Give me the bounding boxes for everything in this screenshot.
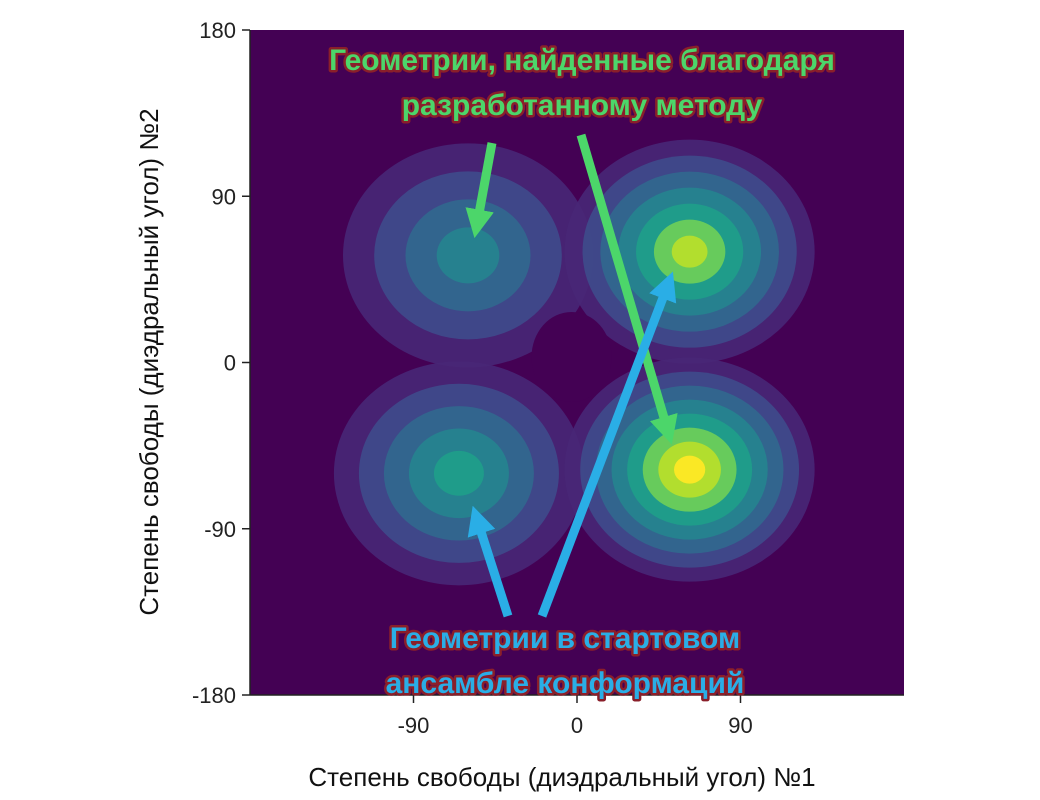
density-hole — [531, 311, 612, 402]
x-tick-label: 90 — [728, 713, 752, 738]
y-tick-label: 180 — [199, 18, 236, 43]
x-tick-label: 0 — [571, 713, 583, 738]
density-contour-mode-0-level-4 — [436, 227, 500, 284]
y-tick-label: -180 — [192, 683, 236, 708]
annotations: Геометрии, найденные благодаря разработан… — [327, 42, 838, 703]
density-contour-mode-1-level-7 — [671, 235, 708, 268]
annotation-found-geometries-line-1: Геометрии, найденные благодаря — [329, 44, 835, 77]
annotation-arrow-start-ensemble-2 — [537, 271, 677, 618]
x-axis-title: Степень свободы (диэдральный угол) №1 — [308, 762, 815, 792]
density-contours — [333, 139, 815, 586]
annotation-arrow-found-geometries-2 — [576, 133, 678, 445]
annotation-found-geometries-line-2: разработанному методу — [402, 89, 763, 122]
annotation-arrows — [465, 133, 678, 618]
ticks: -90 0 90 -180 -90 0 90 180 — [192, 18, 753, 738]
annotation-start-ensemble-line-2: ансамбле конформаций — [386, 667, 745, 700]
annotation-arrow-found-geometries-1 — [465, 142, 497, 239]
density-contour-mode-3-level-8 — [674, 455, 706, 484]
y-tick-label: 90 — [212, 184, 236, 209]
y-axis-title: Степень свободы (диэдральный угол) №2 — [134, 108, 164, 615]
annotation-arrow-start-ensemble-1 — [467, 505, 513, 618]
y-tick-label: 0 — [224, 351, 236, 376]
x-tick-label: -90 — [398, 713, 430, 738]
y-tick-label: -90 — [204, 517, 236, 542]
density-contour-mode-2-level-5 — [433, 450, 484, 496]
annotation-start-ensemble-line-1: Геометрии в стартовом — [390, 622, 740, 655]
